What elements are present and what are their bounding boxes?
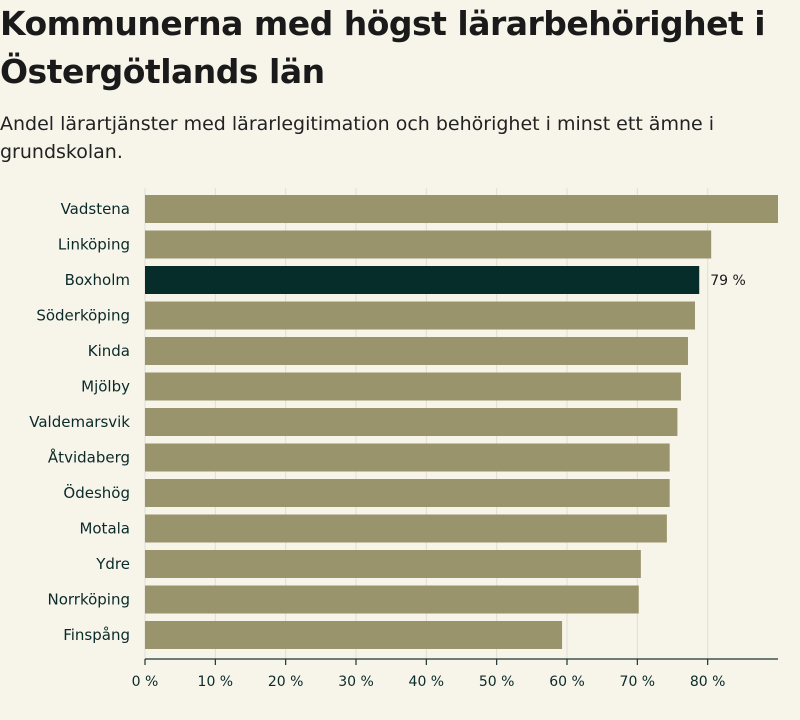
category-label: Norrköping bbox=[47, 591, 130, 609]
category-labels: Vadstena Linköping Boxholm 79 % Söderköping K… bbox=[29, 200, 746, 644]
bar-söderköping bbox=[145, 301, 696, 330]
category-label: Linköping bbox=[58, 236, 130, 254]
bar-finspång bbox=[145, 621, 563, 649]
bar-åtvidaberg bbox=[145, 443, 670, 472]
bar-boxholm bbox=[145, 266, 700, 294]
bar-mjölby bbox=[145, 372, 681, 401]
category-label: Ydre bbox=[95, 555, 130, 573]
bar-linköping bbox=[145, 230, 712, 259]
x-tick-label: 60 % bbox=[549, 674, 585, 690]
category-label: Motala bbox=[79, 520, 130, 538]
bar-kinda bbox=[145, 337, 688, 365]
x-tick-label: 0 % bbox=[132, 674, 159, 690]
x-axis: 0 % 10 % 20 % 30 % 40 % 50 % 60 % 70 % 80 % bbox=[132, 658, 778, 690]
x-tick-label: 20 % bbox=[268, 674, 304, 690]
chart-title: Kommunerna med högst lärarbehörighet i Ö… bbox=[0, 4, 766, 91]
x-tick-label: 30 % bbox=[338, 674, 374, 690]
bar-motala bbox=[145, 514, 667, 543]
x-tick-label: 50 % bbox=[479, 674, 515, 690]
category-label: Söderköping bbox=[36, 307, 130, 325]
bar-chart: Vadstena Linköping Boxholm 79 % Söderköping K… bbox=[29, 188, 778, 690]
x-tick-label: 80 % bbox=[690, 674, 726, 690]
data-label-boxholm: 79 % bbox=[710, 273, 746, 289]
x-tick-label: 70 % bbox=[620, 674, 656, 690]
bar-valdemarsvik bbox=[145, 408, 678, 436]
bar-ödeshög bbox=[145, 479, 670, 507]
x-tick-label: 10 % bbox=[198, 674, 234, 690]
x-tick-label: 40 % bbox=[409, 674, 445, 690]
category-label: Ödeshög bbox=[63, 483, 130, 502]
bar-vadstena bbox=[145, 195, 778, 223]
category-label: Finspång bbox=[63, 626, 130, 644]
bar-ydre bbox=[145, 550, 641, 578]
category-label: Boxholm bbox=[65, 271, 130, 289]
category-label: Mjölby bbox=[81, 378, 130, 396]
category-label: Valdemarsvik bbox=[29, 413, 130, 431]
category-label: Åtvidaberg bbox=[48, 448, 130, 467]
category-label: Vadstena bbox=[61, 200, 130, 218]
bars bbox=[145, 195, 778, 649]
bar-norrköping bbox=[145, 585, 639, 614]
category-label: Kinda bbox=[88, 342, 130, 360]
chart-subtitle: Andel lärartjänster med lärarlegitimatio… bbox=[0, 113, 715, 163]
